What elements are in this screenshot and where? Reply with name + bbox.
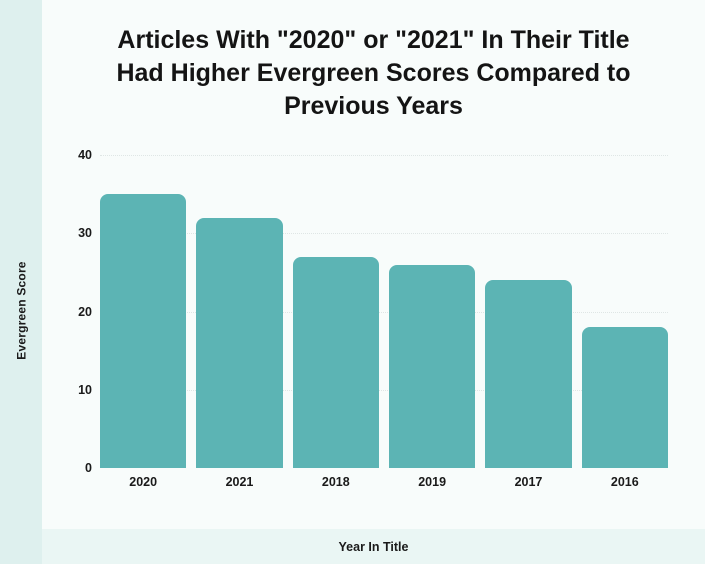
y-tick-label: 30 [78,226,92,241]
bar-2017 [485,280,572,468]
x-axis-title-band: Year In Title [42,529,705,564]
x-tick-label: 2020 [129,475,158,489]
y-tick-label: 10 [78,382,92,397]
y-axis-ticks: 40 30 20 10 0 [58,148,92,475]
bar-2018 [292,256,379,468]
chart-title: Articles With "2020" or "2021" In Their … [42,24,705,123]
bar-2019 [388,264,476,468]
x-tick-label: 2021 [225,475,254,489]
y-tick-label: 0 [85,461,92,475]
bars [100,155,668,468]
bar-2016 [581,327,668,468]
x-axis-ticks: 2020 2021 2018 2019 2017 2016 [100,475,668,489]
left-accent-strip [0,0,42,564]
x-tick-label: 2019 [418,475,447,489]
y-tick-label: 40 [78,148,92,162]
chart-title-text: Articles With "2020" or "2021" In Their … [116,26,631,120]
plot-area [100,155,668,468]
gridline [100,389,668,391]
y-axis-title: Evergreen Score [14,261,29,360]
x-tick-label: 2018 [321,475,350,489]
bar-2020 [100,194,187,468]
gridline [100,311,668,313]
x-tick-label: 2016 [610,475,639,489]
x-axis-title: Year In Title [338,539,409,554]
gridline [100,233,668,235]
y-tick-label: 20 [78,304,92,319]
x-tick-label: 2017 [514,475,543,489]
gridline [100,155,668,156]
bar-2021 [196,217,283,468]
gridlines [100,155,668,468]
